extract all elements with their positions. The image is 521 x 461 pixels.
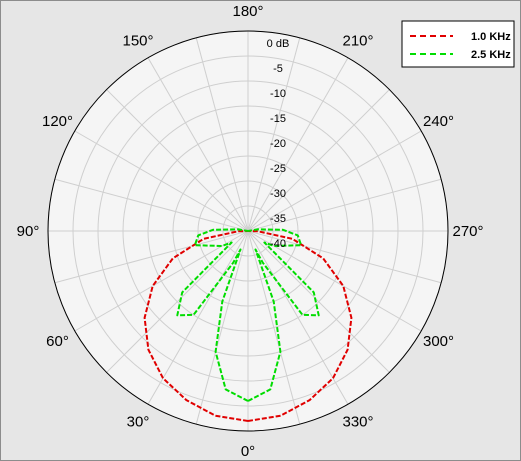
series-line-1 [247, 228, 320, 402]
radial-tick-label: -25 [270, 163, 286, 175]
angle-labels: 0° 30° 60° 90° 120° 150° 180° 210° 240° 270° 300° 3… [17, 3, 484, 460]
angle-tick-label: 270° [452, 223, 483, 240]
grid-spoke [247, 230, 349, 405]
grid-spoke [247, 57, 349, 232]
grid-spoke [54, 178, 249, 232]
angle-tick-label: 150° [122, 33, 153, 50]
grid-spoke [54, 230, 249, 284]
grid-spoke [247, 230, 390, 373]
grid-spoke [195, 37, 249, 232]
grid-spoke [74, 230, 249, 332]
legend-label-2-5khz: 2.5 KHz [471, 49, 511, 61]
grid-spoke [247, 230, 301, 425]
radial-tick-label: 0 dB [267, 38, 290, 50]
grid-spoke [74, 130, 249, 232]
angle-tick-label: 30° [127, 414, 150, 431]
series-layer [143, 228, 353, 422]
angle-tick-label: 90° [17, 223, 40, 240]
legend: 1.0 KHz 2.5 KHz [401, 20, 515, 68]
angle-tick-label: 330° [342, 414, 373, 431]
legend-label-1khz: 1.0 KHz [471, 31, 511, 43]
series-line-1 [176, 228, 249, 402]
grid-spoke [147, 230, 249, 405]
grid-spoke [106, 89, 249, 232]
grid-spoke [247, 130, 422, 232]
angle-tick-label: 180° [232, 3, 263, 20]
radial-tick-label: -10 [270, 88, 286, 100]
angle-tick-label: 120° [42, 113, 73, 130]
radial-tick-label: -15 [270, 113, 286, 125]
grid-spoke [247, 230, 422, 332]
radial-tick-label: -35 [270, 213, 286, 225]
grid-spoke [247, 230, 442, 284]
angle-tick-label: 60° [46, 333, 69, 350]
angle-tick-label: 210° [342, 33, 373, 50]
grid-spoke [247, 37, 301, 232]
radial-tick-label: -40 [270, 238, 286, 250]
radial-tick-label: -20 [270, 138, 286, 150]
angle-tick-label: 300° [423, 333, 454, 350]
grid-spoke [195, 230, 249, 425]
grid-spoke [106, 230, 249, 373]
legend-box [401, 20, 515, 68]
radial-labels: 0 dB -5 -10 -15 -20 -25 -30 -35 -40 [267, 38, 290, 250]
series-line-0 [247, 230, 353, 422]
grid-spoke [147, 57, 249, 232]
angle-tick-label: 240° [423, 113, 454, 130]
grid-spoke [247, 89, 390, 232]
grid-spoke [247, 178, 442, 232]
angle-tick-label: 0° [241, 443, 255, 460]
radial-tick-label: -30 [270, 188, 286, 200]
series-line-0 [143, 230, 249, 422]
outer-ring [47, 30, 449, 432]
radial-tick-label: -5 [273, 63, 283, 75]
